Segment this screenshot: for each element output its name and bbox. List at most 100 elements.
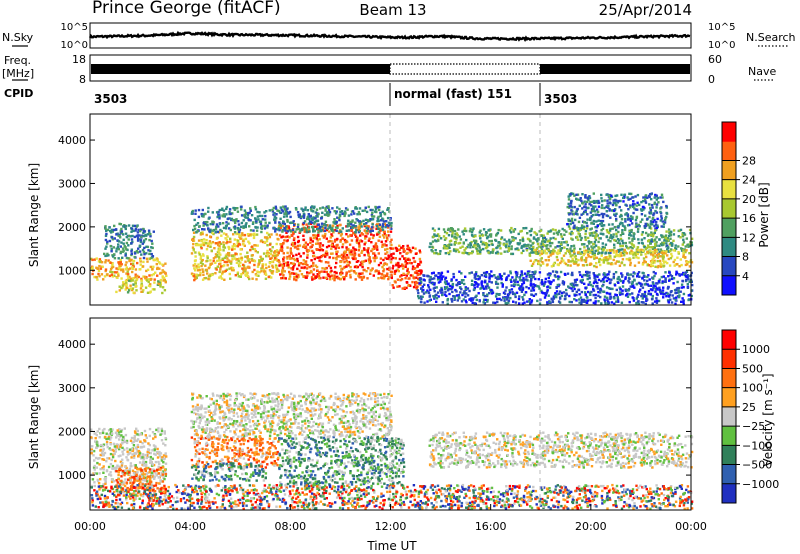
data-cell <box>202 224 205 227</box>
data-cell <box>292 254 295 258</box>
data-cell <box>364 230 367 233</box>
data-cell <box>528 239 532 242</box>
data-cell <box>135 427 138 430</box>
data-cell <box>423 301 426 304</box>
data-cell <box>650 246 653 249</box>
data-cell <box>604 273 607 277</box>
data-cell <box>445 232 449 235</box>
data-cell <box>463 292 466 295</box>
data-cell <box>597 252 600 255</box>
data-cell <box>241 240 245 243</box>
data-cell <box>125 248 128 251</box>
data-cell <box>520 270 523 273</box>
data-cell <box>551 270 555 273</box>
data-cell <box>596 213 599 216</box>
data-cell <box>358 229 361 233</box>
data-cell <box>119 223 123 226</box>
data-cell <box>219 266 222 270</box>
data-cell <box>249 229 253 232</box>
data-cell <box>672 297 676 300</box>
data-cell <box>500 281 503 285</box>
data-cell <box>490 288 493 292</box>
data-cell <box>243 214 246 217</box>
data-cell <box>128 467 132 470</box>
nsearch-label: N.Search <box>746 31 796 44</box>
data-cell <box>223 270 226 273</box>
data-cell <box>202 221 205 225</box>
data-cell <box>666 237 669 240</box>
data-cell <box>316 269 319 272</box>
data-cell <box>353 250 356 253</box>
data-cell <box>234 207 238 210</box>
data-cell <box>284 277 287 280</box>
data-cell <box>655 250 658 253</box>
data-cell <box>471 234 474 237</box>
data-cell <box>240 273 243 276</box>
data-cell <box>372 245 376 248</box>
data-cell <box>289 250 292 253</box>
data-cell <box>386 226 390 229</box>
data-cell <box>630 282 634 286</box>
data-cell <box>384 240 388 243</box>
data-cell <box>265 236 269 240</box>
data-cell <box>228 247 231 251</box>
data-cell <box>566 223 569 226</box>
data-cell <box>270 250 273 253</box>
data-cell <box>576 238 580 241</box>
data-cell <box>573 287 576 291</box>
freq-label-2: [MHz] <box>2 67 34 80</box>
data-cell <box>621 229 624 232</box>
data-cell <box>373 247 376 250</box>
data-cell <box>592 208 595 211</box>
data-cell <box>615 232 618 235</box>
data-cell <box>255 229 259 232</box>
data-cell <box>263 236 267 239</box>
data-cell <box>134 229 137 232</box>
data-cell <box>617 226 620 229</box>
data-cell <box>637 223 640 227</box>
data-cell <box>547 255 550 259</box>
data-cell <box>286 220 289 223</box>
data-cell <box>518 276 522 279</box>
data-cell <box>228 267 231 270</box>
data-cell <box>460 288 463 291</box>
data-cell <box>650 238 654 241</box>
data-cell <box>113 253 116 256</box>
data-cell <box>271 254 275 257</box>
data-cell <box>288 272 292 276</box>
data-cell <box>121 256 124 259</box>
data-cell <box>678 265 681 268</box>
data-cell <box>312 268 316 271</box>
data-cell <box>618 242 622 245</box>
data-cell <box>475 298 478 302</box>
data-cell <box>653 252 657 255</box>
data-cell <box>589 255 593 259</box>
data-cell <box>660 263 663 266</box>
data-cell <box>139 240 143 244</box>
data-cell <box>318 259 321 262</box>
data-cell <box>443 278 447 281</box>
data-cell <box>284 210 288 213</box>
data-cell <box>347 224 351 227</box>
data-cell <box>201 228 204 231</box>
data-cell <box>475 271 478 274</box>
data-cell <box>604 302 607 305</box>
data-cell <box>592 199 596 203</box>
data-cell <box>575 260 578 264</box>
data-cell <box>232 233 235 236</box>
data-cell <box>567 219 570 222</box>
data-cell <box>140 282 143 285</box>
data-cell <box>115 247 118 250</box>
data-cell <box>588 271 591 274</box>
data-cell <box>580 224 584 227</box>
data-cell <box>393 272 397 275</box>
data-cell <box>652 212 656 215</box>
data-cell <box>381 243 384 246</box>
data-cell <box>594 249 597 253</box>
data-cell <box>653 246 656 249</box>
freq-tick-high: 18 <box>72 53 86 66</box>
data-cell <box>333 218 336 221</box>
data-cell <box>599 263 602 267</box>
data-cell <box>552 264 555 267</box>
data-cell <box>666 254 669 257</box>
